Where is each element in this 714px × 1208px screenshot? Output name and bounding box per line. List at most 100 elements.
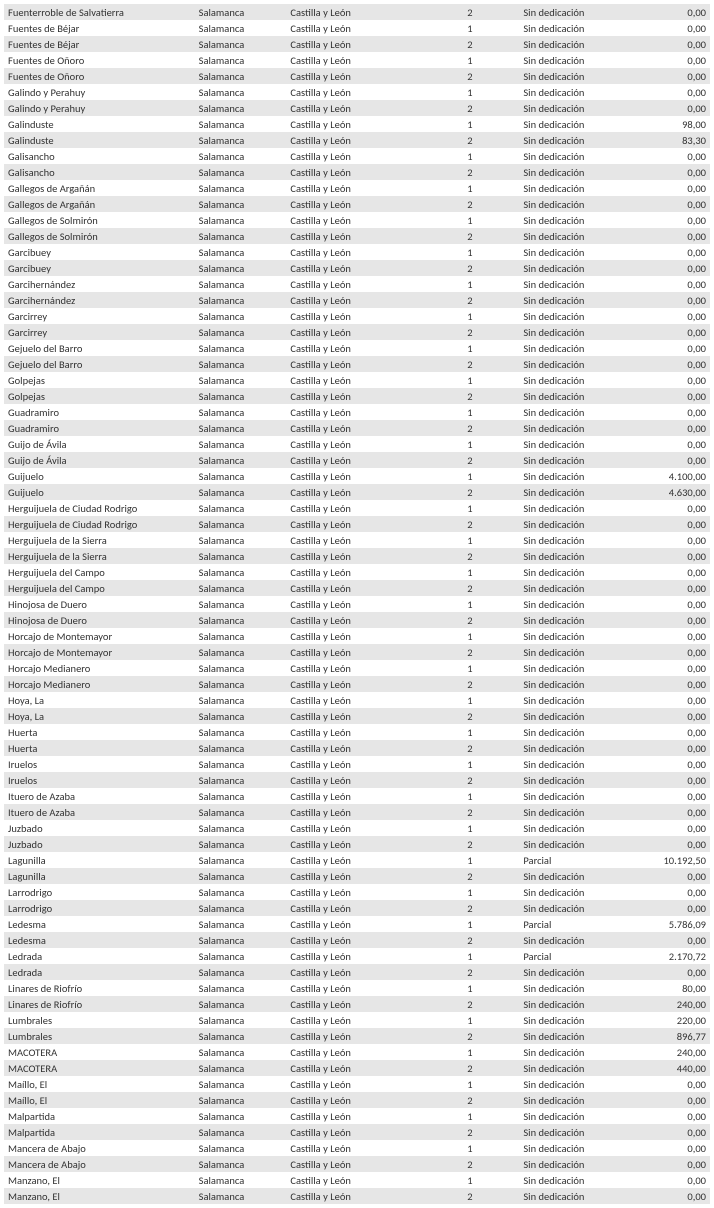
cell-col-4: 1 — [421, 276, 520, 292]
cell-col-1: Fuentes de Béjar — [4, 36, 195, 52]
table-row: LarrodrigoSalamancaCastilla y León1Sin d… — [4, 884, 710, 900]
cell-col-6: 240,00 — [625, 996, 710, 1012]
cell-col-4: 2 — [421, 548, 520, 564]
table-row: LedesmaSalamancaCastilla y León2Sin dedi… — [4, 932, 710, 948]
cell-col-4: 1 — [421, 852, 520, 868]
cell-col-3: Castilla y León — [286, 612, 420, 628]
cell-col-6: 0,00 — [625, 820, 710, 836]
cell-col-3: Castilla y León — [286, 580, 420, 596]
cell-col-1: Herguijuela del Campo — [4, 580, 195, 596]
cell-col-5: Sin dedicación — [519, 1076, 625, 1092]
cell-col-5: Sin dedicación — [519, 740, 625, 756]
cell-col-5: Sin dedicación — [519, 1124, 625, 1140]
cell-col-6: 0,00 — [625, 276, 710, 292]
cell-col-5: Sin dedicación — [519, 132, 625, 148]
cell-col-5: Sin dedicación — [519, 1156, 625, 1172]
cell-col-1: Herguijuela del Campo — [4, 564, 195, 580]
cell-col-5: Sin dedicación — [519, 500, 625, 516]
cell-col-5: Sin dedicación — [519, 676, 625, 692]
cell-col-3: Castilla y León — [286, 1060, 420, 1076]
cell-col-5: Parcial — [519, 948, 625, 964]
cell-col-5: Sin dedicación — [519, 692, 625, 708]
cell-col-1: Garcirrey — [4, 324, 195, 340]
table-row: LedradaSalamancaCastilla y León2Sin dedi… — [4, 964, 710, 980]
cell-col-5: Sin dedicación — [519, 1044, 625, 1060]
cell-col-2: Salamanca — [195, 772, 287, 788]
cell-col-1: Galisancho — [4, 164, 195, 180]
cell-col-5: Parcial — [519, 916, 625, 932]
cell-col-1: Horcajo de Montemayor — [4, 644, 195, 660]
cell-col-5: Sin dedicación — [519, 180, 625, 196]
cell-col-4: 2 — [421, 100, 520, 116]
table-row: GolpejasSalamancaCastilla y León2Sin ded… — [4, 388, 710, 404]
cell-col-3: Castilla y León — [286, 708, 420, 724]
cell-col-2: Salamanca — [195, 276, 287, 292]
table-row: Hinojosa de DueroSalamancaCastilla y Leó… — [4, 596, 710, 612]
cell-col-1: Galinduste — [4, 116, 195, 132]
cell-col-2: Salamanca — [195, 564, 287, 580]
cell-col-6: 0,00 — [625, 740, 710, 756]
table-row: LagunillaSalamancaCastilla y León1Parcia… — [4, 852, 710, 868]
cell-col-3: Castilla y León — [286, 468, 420, 484]
cell-col-2: Salamanca — [195, 500, 287, 516]
cell-col-6: 0,00 — [625, 756, 710, 772]
cell-col-1: Fuentes de Oñoro — [4, 68, 195, 84]
cell-col-4: 1 — [421, 436, 520, 452]
cell-col-2: Salamanca — [195, 4, 287, 20]
cell-col-5: Sin dedicación — [519, 292, 625, 308]
cell-col-2: Salamanca — [195, 468, 287, 484]
cell-col-5: Sin dedicación — [519, 1140, 625, 1156]
cell-col-6: 440,00 — [625, 1060, 710, 1076]
table-row: Mancera de AbajoSalamancaCastilla y León… — [4, 1140, 710, 1156]
table-row: GalindusteSalamancaCastilla y León1Sin d… — [4, 116, 710, 132]
cell-col-1: Lagunilla — [4, 868, 195, 884]
cell-col-2: Salamanca — [195, 324, 287, 340]
cell-col-1: Garcibuey — [4, 244, 195, 260]
cell-col-3: Castilla y León — [286, 308, 420, 324]
cell-col-5: Sin dedicación — [519, 564, 625, 580]
cell-col-4: 1 — [421, 948, 520, 964]
cell-col-4: 2 — [421, 900, 520, 916]
cell-col-2: Salamanca — [195, 644, 287, 660]
cell-col-4: 1 — [421, 1172, 520, 1188]
cell-col-3: Castilla y León — [286, 1124, 420, 1140]
cell-col-4: 2 — [421, 228, 520, 244]
cell-col-6: 2.170,72 — [625, 948, 710, 964]
table-row: Guijo de ÁvilaSalamancaCastilla y León2S… — [4, 452, 710, 468]
cell-col-1: Horcajo Medianero — [4, 676, 195, 692]
cell-col-4: 1 — [421, 1140, 520, 1156]
cell-col-4: 2 — [421, 420, 520, 436]
cell-col-4: 1 — [421, 660, 520, 676]
cell-col-2: Salamanca — [195, 340, 287, 356]
table-row: JuzbadoSalamancaCastilla y León1Sin dedi… — [4, 820, 710, 836]
cell-col-2: Salamanca — [195, 1156, 287, 1172]
cell-col-3: Castilla y León — [286, 484, 420, 500]
cell-col-4: 2 — [421, 4, 520, 20]
cell-col-1: MACOTERA — [4, 1060, 195, 1076]
cell-col-3: Castilla y León — [286, 436, 420, 452]
table-row: Gallegos de ArgañánSalamancaCastilla y L… — [4, 196, 710, 212]
cell-col-1: Garcirrey — [4, 308, 195, 324]
cell-col-4: 2 — [421, 484, 520, 500]
cell-col-2: Salamanca — [195, 756, 287, 772]
cell-col-1: Larrodrigo — [4, 900, 195, 916]
cell-col-2: Salamanca — [195, 1060, 287, 1076]
cell-col-4: 1 — [421, 84, 520, 100]
cell-col-5: Sin dedicación — [519, 996, 625, 1012]
cell-col-3: Castilla y León — [286, 964, 420, 980]
cell-col-6: 0,00 — [625, 900, 710, 916]
cell-col-5: Sin dedicación — [519, 212, 625, 228]
table-row: Guijo de ÁvilaSalamancaCastilla y León1S… — [4, 436, 710, 452]
cell-col-1: Galindo y Perahuy — [4, 100, 195, 116]
table-row: IruelosSalamancaCastilla y León2Sin dedi… — [4, 772, 710, 788]
cell-col-1: Gejuelo del Barro — [4, 340, 195, 356]
cell-col-6: 0,00 — [625, 708, 710, 724]
cell-col-6: 0,00 — [625, 964, 710, 980]
table-row: Herguijuela de la SierraSalamancaCastill… — [4, 548, 710, 564]
cell-col-6: 0,00 — [625, 292, 710, 308]
cell-col-5: Sin dedicación — [519, 628, 625, 644]
cell-col-4: 2 — [421, 356, 520, 372]
cell-col-6: 0,00 — [625, 884, 710, 900]
cell-col-3: Castilla y León — [286, 404, 420, 420]
cell-col-1: Ledrada — [4, 948, 195, 964]
